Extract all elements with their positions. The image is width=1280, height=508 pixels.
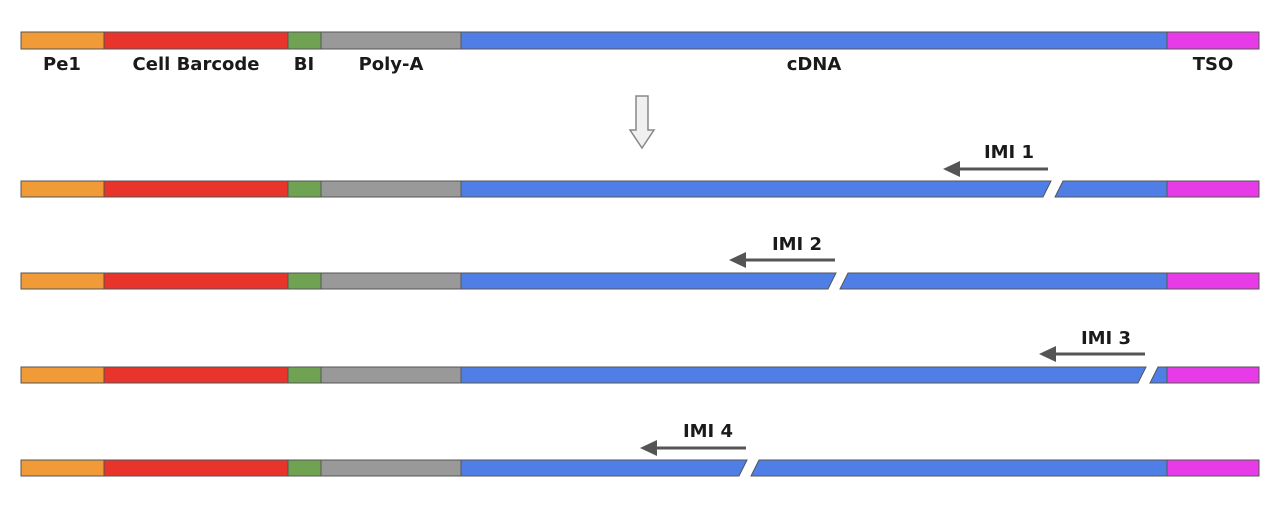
segment-poly-a [320,31,462,50]
segment-poly-a [320,459,462,477]
segment-tso [1166,366,1260,384]
imi-label: IMI 2 [772,234,822,255]
segment-bi [287,31,322,50]
fragment-4: IMI 4 [20,421,1260,477]
down-arrow-icon [628,95,656,150]
segment-cdna-right [839,272,1168,290]
imi-arrow-icon [640,440,657,456]
segment-cdna-right [750,459,1168,477]
imi-label: IMI 1 [984,142,1034,163]
imi-arrow-icon [729,252,746,268]
segment-cdna-right [1054,180,1168,198]
imi-arrow-icon [1039,346,1056,362]
segment-pe1 [20,180,105,198]
segment-pe1 [20,366,105,384]
segment-tso [1166,180,1260,198]
segment-pe1 [20,31,105,50]
segment-cell-barcode [103,272,289,290]
segment-cdna-left [460,180,1052,198]
fragment-2: IMI 2 [20,234,1260,290]
label-bi: BI [294,54,314,75]
segment-bi [287,180,322,198]
segment-cdna-right [1149,366,1168,384]
segment-cell-barcode [103,459,289,477]
label-pe1: Pe1 [43,54,81,75]
label-cell-barcode: Cell Barcode [133,54,260,75]
segment-cdna-left [460,366,1147,384]
segment-cell-barcode [103,180,289,198]
fragment-1: IMI 1 [20,142,1260,198]
segment-cdna [460,31,1168,50]
label-cdna: cDNA [787,54,842,75]
imi-label: IMI 4 [683,421,733,442]
segment-cdna-left [460,459,748,477]
label-tso: TSO [1193,54,1234,75]
segment-pe1 [20,459,105,477]
segment-tso [1166,459,1260,477]
label-poly-a: Poly-A [359,54,424,75]
segment-labels: Pe1 Cell Barcode BI Poly-A cDNA TSO [43,54,1233,75]
segment-poly-a [320,180,462,198]
segment-poly-a [320,366,462,384]
segment-bi [287,366,322,384]
segment-cell-barcode [103,31,289,50]
segment-pe1 [20,272,105,290]
segment-bi [287,459,322,477]
imi-label: IMI 3 [1081,328,1131,349]
full-construct [20,31,1260,50]
segment-tso [1166,31,1260,50]
imi-arrow-icon [943,161,960,177]
segment-cell-barcode [103,366,289,384]
segment-cdna-left [460,272,837,290]
fragment-3: IMI 3 [20,328,1260,384]
segment-poly-a [320,272,462,290]
segment-bi [287,272,322,290]
segment-tso [1166,272,1260,290]
